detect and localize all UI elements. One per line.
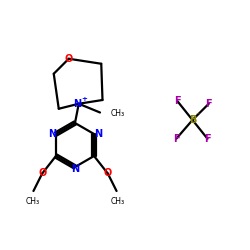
Text: F: F [173,134,180,144]
Text: +: + [81,96,87,102]
Text: N: N [71,164,79,174]
Text: CH₃: CH₃ [111,197,125,206]
Text: F: F [206,99,212,109]
Text: CH₃: CH₃ [25,197,39,206]
Text: F: F [174,96,181,106]
Text: B: B [189,115,196,125]
Text: ⁻: ⁻ [195,110,199,119]
Text: O: O [104,168,112,178]
Text: F: F [204,134,211,144]
Text: O: O [64,54,73,64]
Text: N: N [74,99,82,109]
Text: CH₃: CH₃ [110,109,124,118]
Text: N: N [48,129,56,139]
Text: O: O [38,168,46,178]
Text: N: N [94,129,102,139]
